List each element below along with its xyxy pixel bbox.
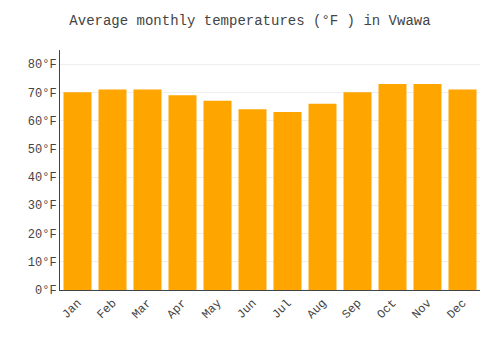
svg-text:Feb: Feb xyxy=(94,297,119,322)
svg-text:Jan: Jan xyxy=(59,297,84,322)
svg-text:70°F: 70°F xyxy=(28,87,57,101)
svg-text:0°F: 0°F xyxy=(35,284,57,298)
svg-text:May: May xyxy=(199,297,224,322)
svg-text:Mar: Mar xyxy=(129,297,154,322)
svg-text:Average monthly temperatures (: Average monthly temperatures (°F ) in Vw… xyxy=(69,13,430,29)
svg-text:Jul: Jul xyxy=(269,297,294,322)
svg-text:80°F: 80°F xyxy=(28,58,57,72)
svg-text:30°F: 30°F xyxy=(28,199,57,213)
svg-text:50°F: 50°F xyxy=(28,143,57,157)
svg-text:Oct: Oct xyxy=(374,297,399,322)
svg-text:Jun: Jun xyxy=(234,297,259,322)
svg-text:Apr: Apr xyxy=(164,297,189,322)
svg-text:Dec: Dec xyxy=(444,297,469,322)
svg-text:60°F: 60°F xyxy=(28,115,57,129)
svg-text:Aug: Aug xyxy=(304,297,329,322)
svg-text:40°F: 40°F xyxy=(28,171,57,185)
svg-text:Sep: Sep xyxy=(339,297,364,322)
svg-text:20°F: 20°F xyxy=(28,228,57,242)
svg-text:10°F: 10°F xyxy=(28,256,57,270)
svg-text:Nov: Nov xyxy=(409,297,434,322)
